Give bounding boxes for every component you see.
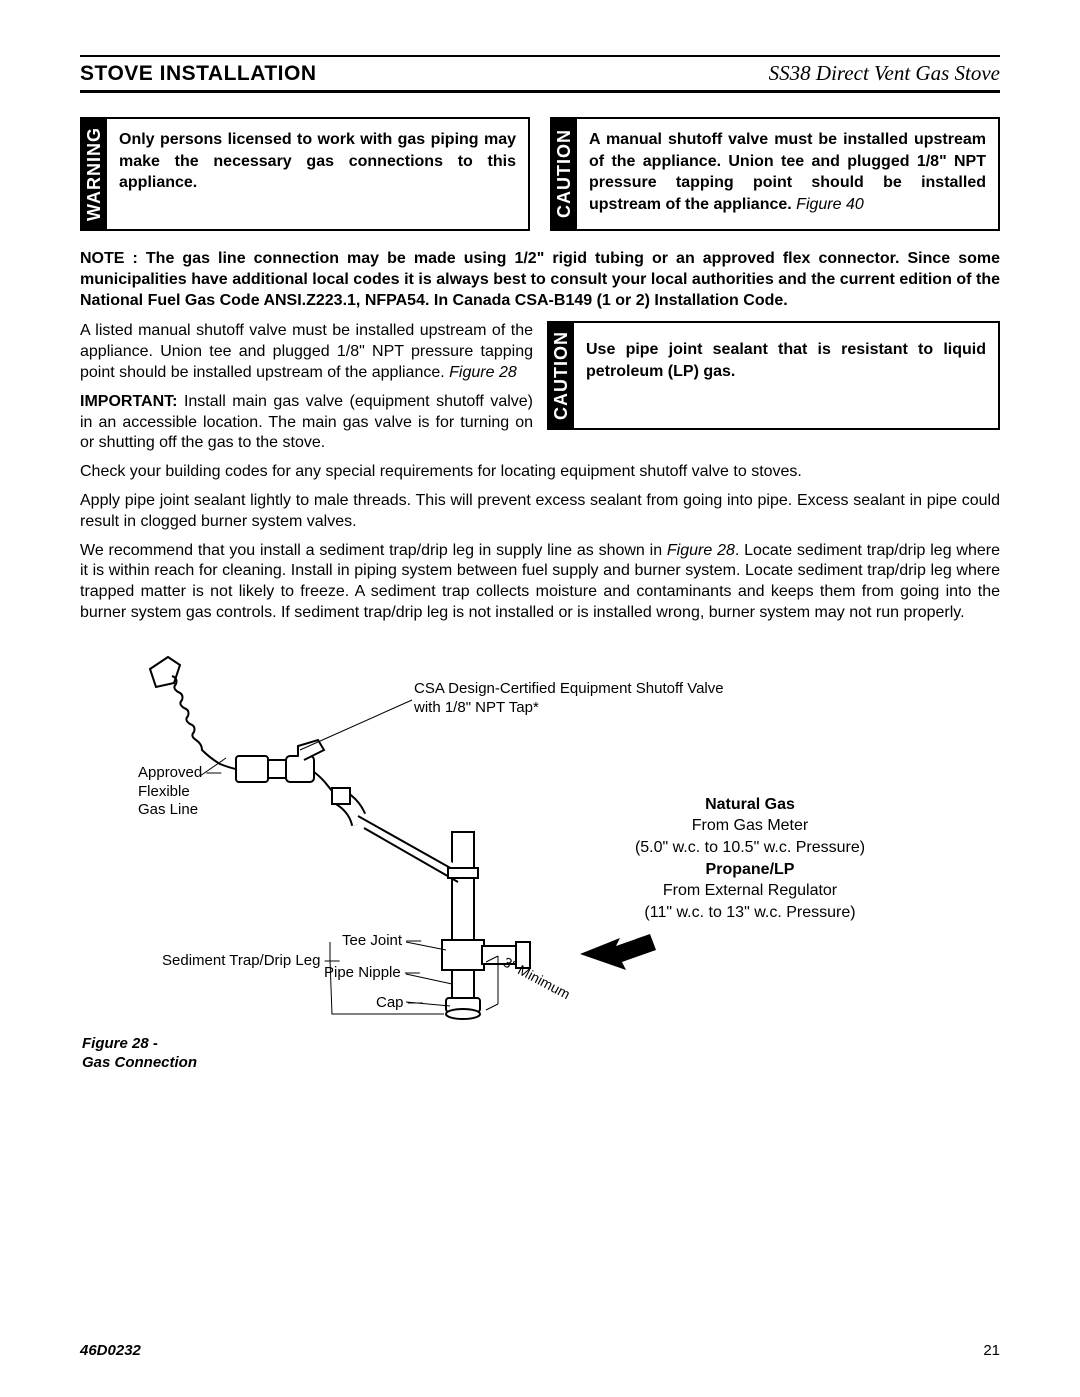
warning-box: WARNING Only persons licensed to work wi… bbox=[80, 117, 530, 231]
note-paragraph: NOTE : The gas line connection may be ma… bbox=[80, 249, 1000, 311]
caption-l1: Figure 28 - bbox=[82, 1035, 158, 1052]
shutoff-figref: Figure 28 bbox=[449, 364, 517, 381]
sealant-paragraph: Apply pipe joint sealant lightly to male… bbox=[80, 491, 1000, 533]
footer: 46D0232 21 bbox=[80, 1342, 1000, 1359]
caution1-figref: Figure 40 bbox=[796, 196, 864, 213]
label-cap: Cap — bbox=[376, 994, 423, 1013]
caution-text-1: A manual shutoff valve must be installed… bbox=[577, 119, 998, 229]
label-csa: CSA Design-Certified Equipment Shutoff V… bbox=[414, 680, 744, 718]
caution-box-1: CAUTION A manual shutoff valve must be i… bbox=[550, 117, 1000, 231]
sediment-a: We recommend that you install a sediment… bbox=[80, 542, 667, 559]
label-sediment: Sediment Trap/Drip Leg — bbox=[162, 952, 340, 971]
callout-row: WARNING Only persons licensed to work wi… bbox=[80, 117, 1000, 231]
caution-label-1: CAUTION bbox=[552, 119, 577, 229]
codes-paragraph: Check your building codes for any specia… bbox=[80, 462, 1000, 483]
header-bar: STOVE INSTALLATION SS38 Direct Vent Gas … bbox=[80, 55, 1000, 93]
caption-l2: Gas Connection bbox=[82, 1054, 197, 1071]
caution1-body: A manual shutoff valve must be installed… bbox=[589, 131, 986, 213]
product-title: SS38 Direct Vent Gas Stove bbox=[769, 61, 1000, 86]
section-title: STOVE INSTALLATION bbox=[80, 62, 317, 86]
sediment-paragraph: We recommend that you install a sediment… bbox=[80, 541, 1000, 624]
caution-box-2: CAUTION Use pipe joint sealant that is r… bbox=[547, 321, 1000, 430]
label-nipple: Pipe Nipple — bbox=[324, 964, 420, 983]
doc-number: 46D0232 bbox=[80, 1342, 141, 1359]
lp-line2: (11" w.c. to 13" w.c. Pressure) bbox=[644, 904, 855, 921]
lp-line1: From External Regulator bbox=[663, 882, 837, 899]
note-text: NOTE : The gas line connection may be ma… bbox=[80, 250, 1000, 309]
gas-info-block: Natural Gas From Gas Meter (5.0" w.c. to… bbox=[600, 794, 900, 924]
lp-title: Propane/LP bbox=[706, 861, 795, 878]
shutoff-paragraph: A listed manual shutoff valve must be in… bbox=[80, 321, 533, 454]
label-flex1: Approved bbox=[138, 764, 202, 781]
sediment-fig: Figure 28 bbox=[667, 542, 735, 559]
gas-connection-diagram: CSA Design-Certified Equipment Shutoff V… bbox=[80, 644, 1000, 1084]
caution-label-2: CAUTION bbox=[549, 323, 574, 428]
label-flex3: Gas Line bbox=[138, 801, 198, 818]
caution-wrapper-2: CAUTION Use pipe joint sealant that is r… bbox=[547, 321, 1000, 430]
caution-text-2: Use pipe joint sealant that is resistant… bbox=[574, 323, 998, 428]
ng-line2: (5.0" w.c. to 10.5" w.c. Pressure) bbox=[635, 839, 865, 856]
label-tee: Tee Joint — bbox=[342, 932, 421, 951]
two-column-row: A listed manual shutoff valve must be in… bbox=[80, 321, 1000, 454]
warning-text: Only persons licensed to work with gas p… bbox=[107, 119, 528, 229]
warning-label: WARNING bbox=[82, 119, 107, 229]
page-number: 21 bbox=[983, 1342, 1000, 1359]
page: STOVE INSTALLATION SS38 Direct Vent Gas … bbox=[0, 0, 1080, 1397]
ng-line1: From Gas Meter bbox=[692, 817, 808, 834]
label-flex: Approved — Flexible Gas Line bbox=[138, 764, 221, 820]
important-label: IMPORTANT: bbox=[80, 393, 177, 410]
figure-caption: Figure 28 - Gas Connection bbox=[82, 1034, 197, 1073]
ng-title: Natural Gas bbox=[705, 796, 795, 813]
label-flex2: Flexible bbox=[138, 783, 190, 800]
